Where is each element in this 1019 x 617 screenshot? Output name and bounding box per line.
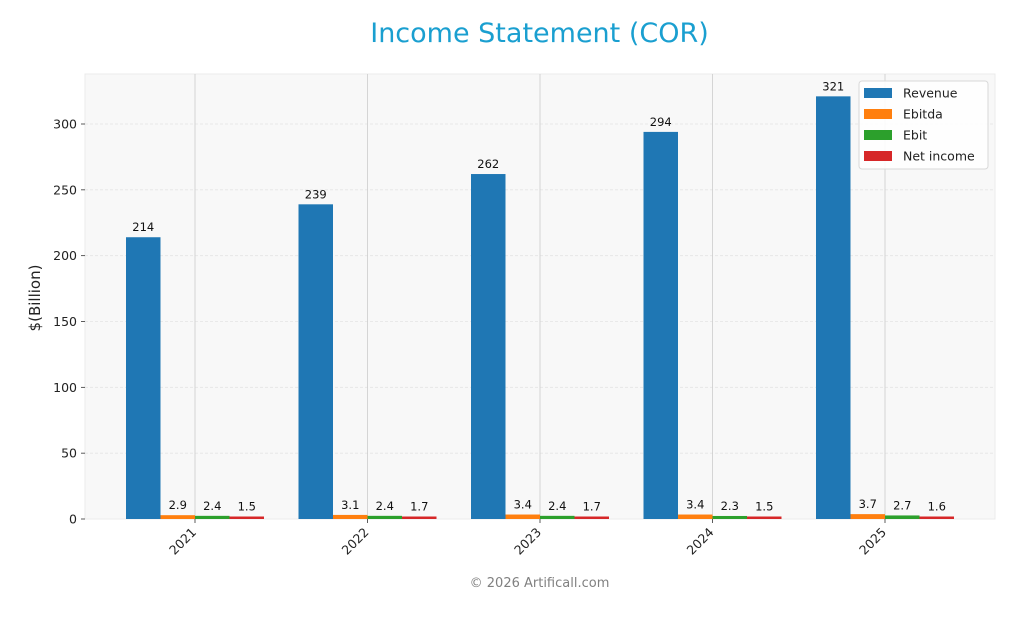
bar-revenue bbox=[816, 96, 851, 519]
bar-value-label: 2.4 bbox=[203, 499, 221, 513]
y-tick-label: 100 bbox=[53, 380, 77, 395]
x-tick-label: 2024 bbox=[684, 524, 717, 557]
bar-ebit bbox=[540, 515, 575, 519]
bar-ebitda bbox=[850, 514, 885, 519]
bar-revenue bbox=[126, 237, 161, 519]
x-tick-label: 2022 bbox=[339, 525, 372, 558]
bar-value-label: 3.7 bbox=[859, 497, 877, 511]
bar-value-label: 3.1 bbox=[341, 498, 359, 512]
y-tick-label: 250 bbox=[53, 182, 77, 197]
bar-value-label: 3.4 bbox=[514, 498, 532, 512]
bar-ebitda bbox=[505, 514, 540, 519]
x-tick-label: 2025 bbox=[856, 525, 889, 558]
bar-net-income bbox=[919, 516, 954, 519]
bar-ebitda bbox=[333, 514, 368, 519]
bar-ebitda bbox=[160, 515, 195, 519]
bar-ebit bbox=[885, 515, 920, 519]
legend-label: Ebitda bbox=[903, 107, 943, 122]
bar-value-label: 2.3 bbox=[721, 499, 739, 513]
bar-net-income bbox=[747, 516, 782, 519]
legend-swatch bbox=[864, 109, 892, 119]
gridlines bbox=[85, 74, 995, 519]
legend: Revenue Ebitda Ebit Net income bbox=[858, 80, 989, 170]
y-tick-label: 50 bbox=[61, 446, 77, 461]
x-axis: 2021 2022 2023 2024 2025 bbox=[166, 519, 889, 558]
bar-value-label: 1.5 bbox=[755, 500, 773, 514]
legend-box bbox=[858, 80, 989, 170]
legend-label: Net income bbox=[903, 149, 975, 164]
legend-swatch bbox=[864, 88, 892, 98]
y-axis: 0 50 100 150 200 250 300 bbox=[53, 117, 85, 527]
bar-value-label: 214 bbox=[132, 220, 154, 234]
legend-swatch bbox=[864, 130, 892, 140]
bar-net-income bbox=[402, 516, 437, 519]
y-tick-label: 150 bbox=[53, 314, 77, 329]
bar-value-label: 2.4 bbox=[548, 499, 566, 513]
bar-value-label: 2.7 bbox=[893, 498, 911, 512]
bar-value-label: 294 bbox=[650, 115, 672, 129]
bar-net-income bbox=[229, 516, 264, 519]
legend-swatch bbox=[864, 151, 892, 161]
x-tick-label: 2023 bbox=[511, 525, 544, 558]
bar-ebit bbox=[712, 515, 747, 519]
y-axis-label: $(Billion) bbox=[26, 265, 44, 332]
bar-value-label: 3.4 bbox=[686, 498, 704, 512]
legend-label: Revenue bbox=[903, 86, 958, 101]
bar-ebit bbox=[195, 515, 230, 519]
bar-value-label: 262 bbox=[477, 157, 499, 171]
y-tick-label: 200 bbox=[53, 248, 77, 263]
bar-value-label: 1.7 bbox=[583, 500, 601, 514]
bar-ebitda bbox=[678, 514, 713, 519]
bar-value-label: 1.6 bbox=[928, 500, 946, 514]
bars: 214 239 262 294 321 2.9 3.1 3.4 3.4 3.7 2.4 2.4 2.4 2… bbox=[126, 79, 954, 520]
bar-revenue bbox=[298, 204, 333, 520]
bar-value-label: 239 bbox=[305, 187, 327, 201]
bar-revenue bbox=[643, 131, 678, 519]
bar-value-label: 1.7 bbox=[410, 500, 428, 514]
bar-value-label: 1.5 bbox=[238, 500, 256, 514]
bar-net-income bbox=[574, 516, 609, 519]
y-tick-label: 300 bbox=[53, 117, 77, 132]
legend-label: Ebit bbox=[903, 128, 927, 143]
bar-revenue bbox=[471, 174, 506, 520]
bar-value-label: 321 bbox=[822, 79, 844, 93]
chart-title: Income Statement (COR) bbox=[370, 18, 709, 49]
y-tick-label: 0 bbox=[69, 512, 77, 527]
copyright-footer: © 2026 Artificall.com bbox=[469, 576, 610, 591]
bar-value-label: 2.9 bbox=[169, 498, 187, 512]
bar-value-label: 2.4 bbox=[376, 499, 394, 513]
bar-ebit bbox=[367, 515, 402, 519]
x-tick-label: 2021 bbox=[166, 525, 199, 558]
